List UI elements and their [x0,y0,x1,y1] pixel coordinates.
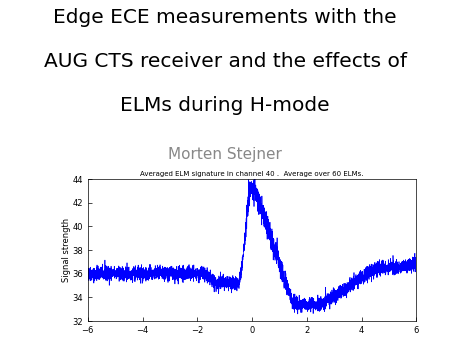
Text: ELMs during H-mode: ELMs during H-mode [120,96,330,115]
Text: Morten Stejner: Morten Stejner [168,147,282,162]
Y-axis label: Signal strength: Signal strength [62,218,71,282]
Text: AUG CTS receiver and the effects of: AUG CTS receiver and the effects of [44,52,406,71]
Text: Edge ECE measurements with the: Edge ECE measurements with the [53,8,397,27]
Title: Averaged ELM signature in channel 40 .  Average over 60 ELMs.: Averaged ELM signature in channel 40 . A… [140,171,364,177]
